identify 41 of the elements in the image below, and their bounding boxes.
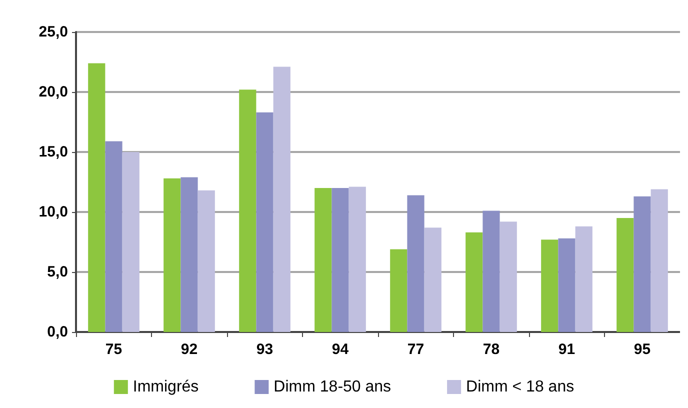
bar [332, 188, 349, 332]
legend-label: Immigrés [132, 378, 199, 396]
bar [390, 249, 408, 332]
y-tick-label: 5,0 [47, 264, 68, 280]
legend-label: Dimm < 18 ans [466, 378, 574, 396]
bar [482, 210, 500, 332]
bar [466, 232, 483, 332]
bar [424, 228, 442, 332]
y-tick-label: 10,0 [38, 204, 68, 220]
bar [88, 63, 106, 332]
bar [650, 189, 668, 332]
y-tick-label: 25,0 [38, 24, 68, 40]
x-tick-label: 75 [105, 341, 122, 358]
x-tick-label: 77 [407, 341, 424, 358]
y-tick-label: 0,0 [47, 324, 68, 340]
bar [239, 90, 256, 332]
bar [541, 240, 558, 332]
bar [122, 152, 140, 332]
bar [256, 112, 274, 332]
x-tick-label: 94 [332, 341, 350, 358]
bar [616, 218, 634, 332]
bar [164, 178, 181, 332]
bar [180, 177, 198, 332]
bar [348, 186, 366, 332]
x-tick-label: 93 [256, 341, 274, 358]
x-tick-label: 78 [482, 341, 500, 358]
x-tick-label: 92 [180, 341, 198, 358]
x-tick-label: 95 [634, 341, 651, 358]
bar [407, 195, 424, 332]
bar [558, 238, 576, 332]
y-tick-label: 15,0 [38, 144, 68, 160]
y-tick-label: 20,0 [38, 84, 68, 100]
bar [314, 188, 332, 332]
bar [500, 222, 517, 332]
bar [198, 190, 215, 332]
bar [634, 196, 651, 332]
bar [575, 226, 592, 332]
legend-label: Dimm 18-50 ans [274, 378, 392, 396]
bar [105, 141, 122, 332]
bar [273, 66, 290, 332]
x-tick-label: 91 [558, 341, 576, 358]
